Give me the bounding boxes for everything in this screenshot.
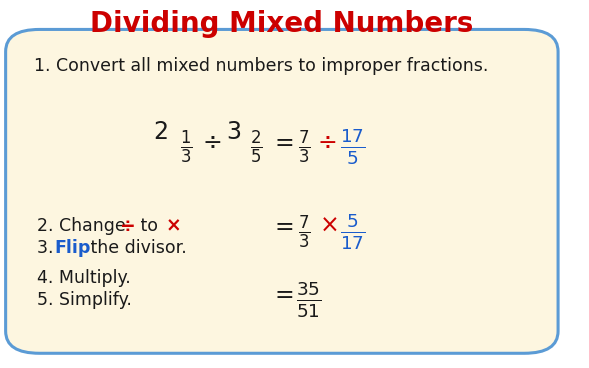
Text: $=$: $=$: [270, 281, 294, 305]
Text: $\frac{17}{5}$: $\frac{17}{5}$: [340, 127, 365, 167]
Text: to: to: [135, 217, 164, 235]
Text: $\frac{2}{5}$: $\frac{2}{5}$: [250, 128, 263, 166]
Text: $\frac{5}{17}$: $\frac{5}{17}$: [340, 212, 365, 252]
Text: Dividing Mixed Numbers: Dividing Mixed Numbers: [90, 10, 474, 38]
Text: 2. Change: 2. Change: [37, 217, 131, 235]
Text: 4. Multiply.: 4. Multiply.: [37, 269, 130, 287]
Text: 5. Simplify.: 5. Simplify.: [37, 291, 131, 309]
FancyBboxPatch shape: [6, 29, 558, 353]
Text: the divisor.: the divisor.: [85, 240, 187, 257]
Text: ÷: ÷: [120, 217, 135, 236]
Text: $\frac{7}{3}$: $\frac{7}{3}$: [298, 128, 310, 166]
Text: $\times$: $\times$: [319, 213, 337, 237]
Text: $\frac{35}{51}$: $\frac{35}{51}$: [296, 280, 322, 320]
Text: $=$: $=$: [270, 128, 294, 153]
Text: $\frac{1}{3}$: $\frac{1}{3}$: [180, 128, 192, 166]
Text: 3.: 3.: [37, 240, 59, 257]
Text: ×: ×: [165, 217, 181, 236]
Text: $\div$: $\div$: [202, 128, 221, 153]
Text: $\div$: $\div$: [317, 128, 336, 153]
Text: Flip: Flip: [55, 240, 91, 257]
Text: $3$: $3$: [226, 120, 241, 144]
Text: $=$: $=$: [270, 213, 294, 237]
Text: $2$: $2$: [153, 120, 168, 144]
Text: 1. Convert all mixed numbers to improper fractions.: 1. Convert all mixed numbers to improper…: [34, 57, 488, 75]
Text: $\frac{7}{3}$: $\frac{7}{3}$: [298, 213, 310, 251]
